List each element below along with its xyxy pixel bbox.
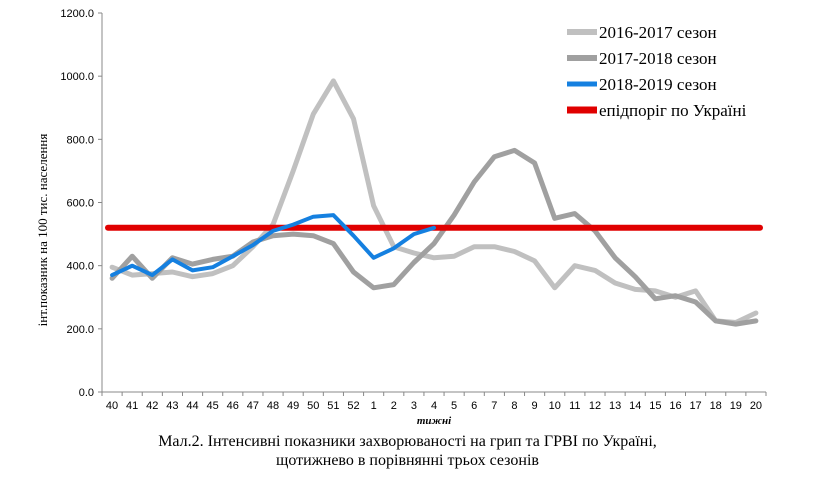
- y-tick-label: 1000.0: [60, 71, 94, 83]
- series-lines: [105, 78, 763, 327]
- x-tick-label: 4: [431, 400, 437, 412]
- x-tick-label: 18: [710, 400, 722, 412]
- x-axis-title: тижні: [417, 415, 452, 427]
- y-tick-label: 0.0: [79, 387, 94, 399]
- y-tick-label: 1200.0: [60, 8, 94, 20]
- x-tick-label: 49: [287, 400, 299, 412]
- x-tick-label: 5: [451, 400, 457, 412]
- legend-label: 2018-2019 сезон: [599, 75, 717, 94]
- x-tick-label: 11: [569, 400, 580, 412]
- y-tick-label: 800.0: [66, 134, 94, 146]
- axes: [101, 13, 766, 393]
- x-tick-label: 46: [227, 400, 239, 412]
- series-line-2: [110, 213, 436, 278]
- y-tick-label: 600.0: [66, 198, 94, 210]
- x-tick-label: 8: [511, 400, 517, 412]
- x-tick-label: 9: [532, 400, 538, 412]
- legend-label: 2017-2018 сезон: [599, 49, 717, 68]
- x-tick-label: 42: [146, 400, 158, 412]
- y-axis-ticks: 0.0 200.0 400.0 600.0 800.0 1000.0 1200.0: [60, 8, 102, 399]
- x-tick-label: 12: [589, 400, 601, 412]
- y-tick-label: 200.0: [66, 324, 94, 336]
- x-tick-label: 50: [307, 400, 319, 412]
- legend: 2016-2017 сезон 2017-2018 сезон 2018-2019 …: [567, 23, 747, 120]
- x-tick-label: 14: [629, 400, 641, 412]
- x-tick-label: 20: [750, 400, 762, 412]
- x-tick-label: 1: [371, 400, 377, 412]
- figure-caption: Мал.2. Інтенсивні показники захворюванос…: [0, 432, 815, 470]
- x-tick-label: 2: [391, 400, 397, 412]
- x-tick-label: 15: [649, 400, 661, 412]
- x-tick-label: 7: [491, 400, 497, 412]
- x-axis-ticks: 40 41 42 43 44 45 46 47 48 49 50 51 52 1 2 3 4 5 6 7 8 9 10 11 1…: [101, 392, 767, 412]
- caption-line-2: щотижнево в порівнянні трьох сезонів: [276, 452, 539, 469]
- x-tick-label: 51: [327, 400, 339, 412]
- legend-label: 2016-2017 сезон: [599, 23, 717, 42]
- x-tick-label: 48: [267, 400, 279, 412]
- x-tick-label: 44: [186, 400, 198, 412]
- x-tick-label: 17: [689, 400, 701, 412]
- x-tick-label: 40: [106, 400, 118, 412]
- y-axis-title: інт.показник на 100 тис. населення: [35, 134, 50, 327]
- x-tick-label: 19: [730, 400, 742, 412]
- x-tick-label: 6: [471, 400, 477, 412]
- x-tick-label: 45: [207, 400, 219, 412]
- x-tick-label: 10: [549, 400, 561, 412]
- x-tick-label: 47: [247, 400, 259, 412]
- series-line-1: [109, 147, 759, 327]
- x-tick-label: 13: [609, 400, 621, 412]
- x-tick-label: 43: [166, 400, 178, 412]
- x-tick-label: 16: [669, 400, 681, 412]
- x-tick-label: 52: [347, 400, 359, 412]
- caption-line-1: Мал.2. Інтенсивні показники захворюванос…: [158, 433, 657, 450]
- x-tick-label: 3: [411, 400, 417, 412]
- x-tick-label: 41: [126, 400, 138, 412]
- y-tick-label: 400.0: [66, 261, 94, 273]
- legend-label: епідпоріг по Україні: [599, 101, 747, 120]
